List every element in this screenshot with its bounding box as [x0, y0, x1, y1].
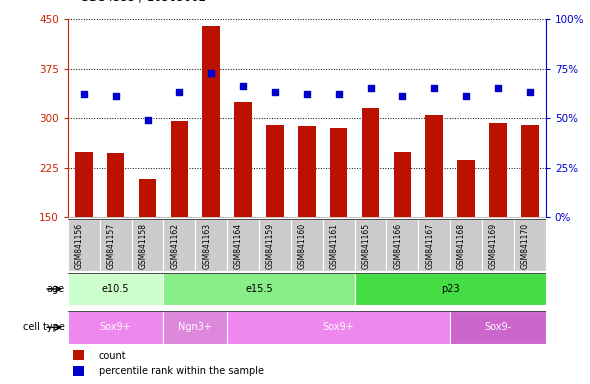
Bar: [163, 219, 195, 271]
Text: GSM841164: GSM841164: [234, 223, 243, 269]
Point: [143, 117, 152, 123]
Bar: [73, 366, 84, 376]
Text: p23: p23: [441, 284, 460, 294]
Bar: [489, 123, 507, 217]
Bar: [355, 219, 386, 271]
Text: GSM841157: GSM841157: [107, 223, 116, 269]
Point: [430, 85, 439, 91]
Bar: [418, 219, 450, 271]
Bar: [132, 219, 163, 271]
Text: GSM841166: GSM841166: [394, 223, 402, 269]
Bar: [202, 26, 220, 217]
Bar: [386, 219, 418, 271]
Bar: [457, 160, 475, 217]
Bar: [75, 152, 93, 217]
Bar: [450, 311, 546, 344]
Text: Sox9+: Sox9+: [100, 322, 132, 333]
Bar: [298, 126, 316, 217]
Bar: [482, 219, 514, 271]
Point: [206, 70, 216, 76]
Point: [111, 93, 120, 99]
Text: GSM841163: GSM841163: [202, 223, 211, 269]
Text: age: age: [47, 284, 65, 294]
Text: GSM841161: GSM841161: [330, 223, 339, 269]
Bar: [234, 102, 252, 217]
Bar: [171, 121, 188, 217]
Bar: [227, 311, 450, 344]
Text: GSM841158: GSM841158: [139, 223, 148, 269]
Bar: [266, 125, 284, 217]
Text: GDS4335 / 10565002: GDS4335 / 10565002: [80, 0, 206, 4]
Text: percentile rank within the sample: percentile rank within the sample: [99, 366, 264, 376]
Bar: [323, 219, 355, 271]
Bar: [68, 273, 163, 305]
Bar: [330, 128, 348, 217]
Text: GSM841162: GSM841162: [171, 223, 179, 269]
Point: [366, 85, 375, 91]
Text: GSM841156: GSM841156: [75, 223, 84, 269]
Point: [302, 91, 312, 98]
Text: GSM841168: GSM841168: [457, 223, 466, 269]
Bar: [163, 273, 355, 305]
Bar: [68, 219, 100, 271]
Bar: [521, 125, 539, 217]
Point: [238, 83, 248, 89]
Point: [461, 93, 471, 99]
Point: [398, 93, 407, 99]
Text: GSM841160: GSM841160: [298, 223, 307, 269]
Point: [525, 89, 535, 96]
Point: [79, 91, 88, 98]
Bar: [259, 219, 291, 271]
Point: [334, 91, 343, 98]
Bar: [362, 108, 379, 217]
Bar: [291, 219, 323, 271]
Bar: [73, 351, 84, 360]
Bar: [100, 219, 132, 271]
Text: Sox9+: Sox9+: [323, 322, 355, 333]
Text: e15.5: e15.5: [245, 284, 273, 294]
Text: GSM841169: GSM841169: [489, 223, 498, 269]
Point: [270, 89, 280, 96]
Text: Sox9-: Sox9-: [484, 322, 512, 333]
Text: GSM841167: GSM841167: [425, 223, 434, 269]
Point: [175, 89, 184, 96]
Text: GSM841165: GSM841165: [362, 223, 371, 269]
Bar: [227, 219, 259, 271]
Text: e10.5: e10.5: [102, 284, 129, 294]
Text: GSM841170: GSM841170: [521, 223, 530, 269]
Bar: [425, 115, 443, 217]
Bar: [450, 219, 482, 271]
Text: count: count: [99, 351, 126, 361]
Text: GSM841159: GSM841159: [266, 223, 275, 269]
Bar: [514, 219, 546, 271]
Bar: [163, 311, 227, 344]
Bar: [139, 179, 156, 217]
Bar: [355, 273, 546, 305]
Point: [493, 85, 503, 91]
Bar: [195, 219, 227, 271]
Bar: [107, 153, 124, 217]
Bar: [394, 152, 411, 217]
Text: Ngn3+: Ngn3+: [178, 322, 212, 333]
Bar: [68, 311, 163, 344]
Text: cell type: cell type: [23, 322, 65, 333]
